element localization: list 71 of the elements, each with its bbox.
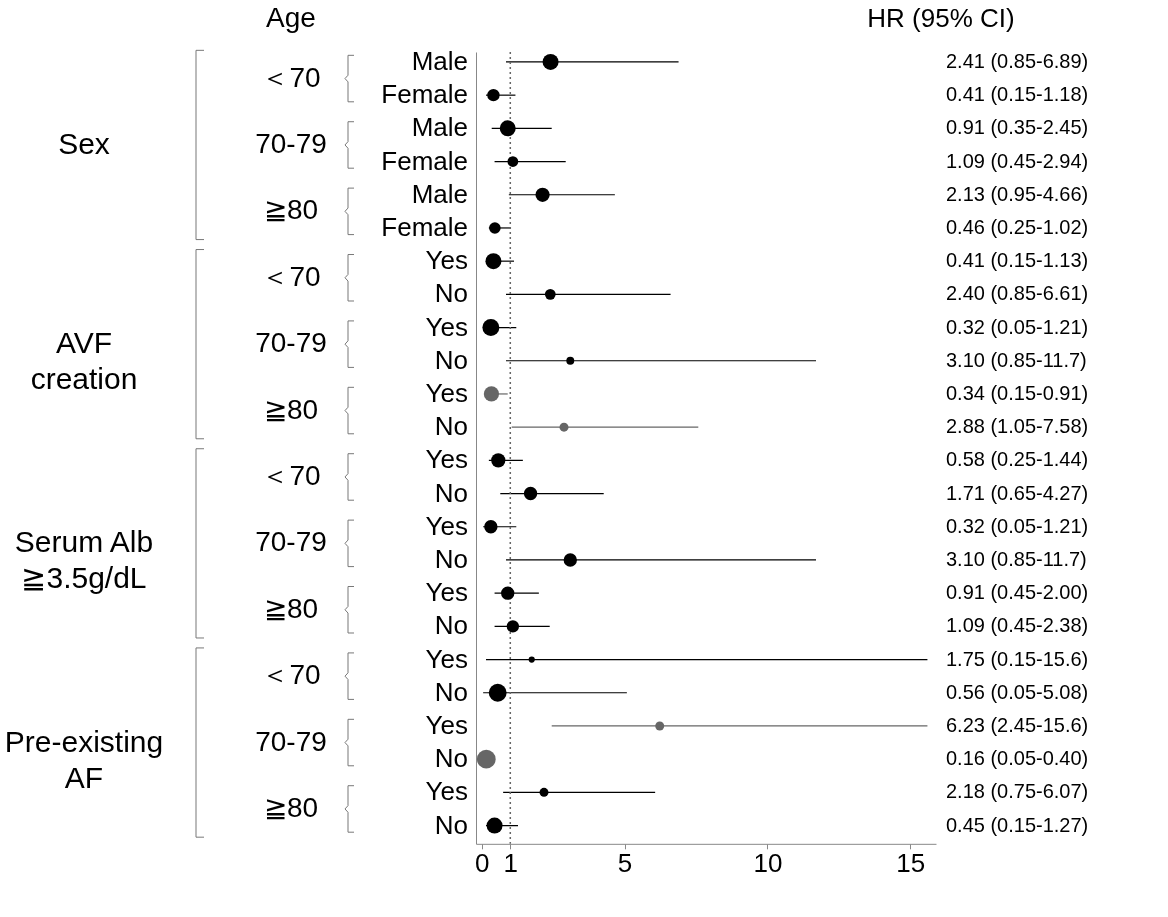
text: 70-79 bbox=[255, 526, 327, 558]
data-label: 0.34 (0.15-0.91) bbox=[946, 381, 1089, 404]
data-label: 0.58 (0.25-1.44) bbox=[946, 448, 1089, 471]
data-label: 0.45 (0.15-1.27) bbox=[946, 813, 1089, 836]
data-label: 0.56 (0.05-5.08) bbox=[946, 680, 1089, 703]
y-tick-label: Yes bbox=[425, 245, 469, 276]
text: Serum Alb ≧3.5g/dL bbox=[14, 525, 154, 595]
data-label: 0.32 (0.05-1.21) bbox=[946, 315, 1089, 338]
x-tick-label: 15 bbox=[896, 848, 926, 879]
x-tick-label: 1 bbox=[503, 848, 519, 879]
y-tick-label: No bbox=[434, 610, 468, 641]
data-label: 2.13 (0.95-4.66) bbox=[946, 182, 1089, 205]
x-tick-label: 0 bbox=[474, 848, 490, 879]
text: ≧80 bbox=[263, 393, 319, 425]
data-label: 2.41 (0.85-6.89) bbox=[946, 49, 1089, 72]
y-tick-label: No bbox=[434, 543, 468, 574]
data-label: 1.09 (0.45-2.38) bbox=[946, 614, 1089, 637]
data-label: 0.91 (0.35-2.45) bbox=[946, 116, 1089, 139]
x-tick-label: 5 bbox=[617, 848, 633, 879]
y-tick-label: Female bbox=[381, 145, 468, 176]
y-tick-label: No bbox=[434, 809, 468, 840]
text: ＜70 bbox=[261, 260, 321, 292]
y-tick-label: Yes bbox=[425, 776, 469, 807]
text: ≧80 bbox=[263, 194, 319, 226]
text: 70-79 bbox=[255, 725, 327, 757]
data-label: 0.91 (0.45-2.00) bbox=[946, 581, 1089, 604]
text: ≧80 bbox=[263, 592, 319, 624]
y-tick-label: No bbox=[434, 278, 468, 309]
data-label: 0.32 (0.05-1.21) bbox=[946, 514, 1089, 537]
y-tick-label: Yes bbox=[425, 510, 469, 541]
data-label: 0.41 (0.15-1.13) bbox=[946, 249, 1089, 272]
y-tick-label: Yes bbox=[425, 577, 469, 608]
data-label: 0.41 (0.15-1.18) bbox=[946, 83, 1089, 106]
text: Age bbox=[266, 1, 316, 33]
y-tick-label: No bbox=[434, 344, 468, 375]
y-tick-label: Male bbox=[411, 45, 468, 76]
text: ＜70 bbox=[261, 659, 321, 691]
y-tick-label: Yes bbox=[425, 709, 469, 740]
data-label: 3.10 (0.85-11.7) bbox=[946, 348, 1087, 371]
text: HR (95% CI) bbox=[867, 2, 1015, 33]
y-tick-label: Yes bbox=[425, 643, 469, 674]
text: Pre-existing AF bbox=[4, 724, 164, 794]
data-label: 2.18 (0.75-6.07) bbox=[946, 780, 1089, 803]
text: ≧80 bbox=[263, 791, 319, 823]
data-label: 1.71 (0.65-4.27) bbox=[946, 481, 1089, 504]
text: 70-79 bbox=[255, 127, 327, 159]
y-tick-label: Yes bbox=[425, 311, 469, 342]
data-label: 3.10 (0.85-11.7) bbox=[946, 547, 1087, 570]
data-label: 2.40 (0.85-6.61) bbox=[946, 282, 1089, 305]
x-tick-label: 10 bbox=[753, 848, 783, 879]
y-tick-label: Female bbox=[381, 211, 468, 242]
y-tick-label: No bbox=[434, 743, 468, 774]
y-tick-label: No bbox=[434, 477, 468, 508]
text: ＜70 bbox=[261, 459, 321, 491]
y-tick-label: Yes bbox=[425, 377, 469, 408]
data-label: 6.23 (2.45-15.6) bbox=[946, 713, 1089, 736]
data-label: 1.09 (0.45-2.94) bbox=[946, 149, 1089, 172]
data-label: 0.16 (0.05-0.40) bbox=[946, 747, 1089, 770]
text: ＜70 bbox=[261, 61, 321, 93]
y-tick-label: No bbox=[434, 411, 468, 442]
data-label: 1.75 (0.15-15.6) bbox=[946, 647, 1089, 670]
y-tick-label: Male bbox=[411, 112, 468, 143]
y-tick-label: No bbox=[434, 676, 468, 707]
data-label: 0.46 (0.25-1.02) bbox=[946, 215, 1089, 238]
text: AVF creation bbox=[30, 326, 138, 396]
y-tick-label: Male bbox=[411, 178, 468, 209]
text: 70-79 bbox=[255, 327, 327, 359]
y-tick-label: Female bbox=[381, 79, 468, 110]
data-label: 2.88 (1.05-7.58) bbox=[946, 415, 1089, 438]
y-tick-label: Yes bbox=[425, 444, 469, 475]
text: Sex bbox=[58, 126, 110, 160]
